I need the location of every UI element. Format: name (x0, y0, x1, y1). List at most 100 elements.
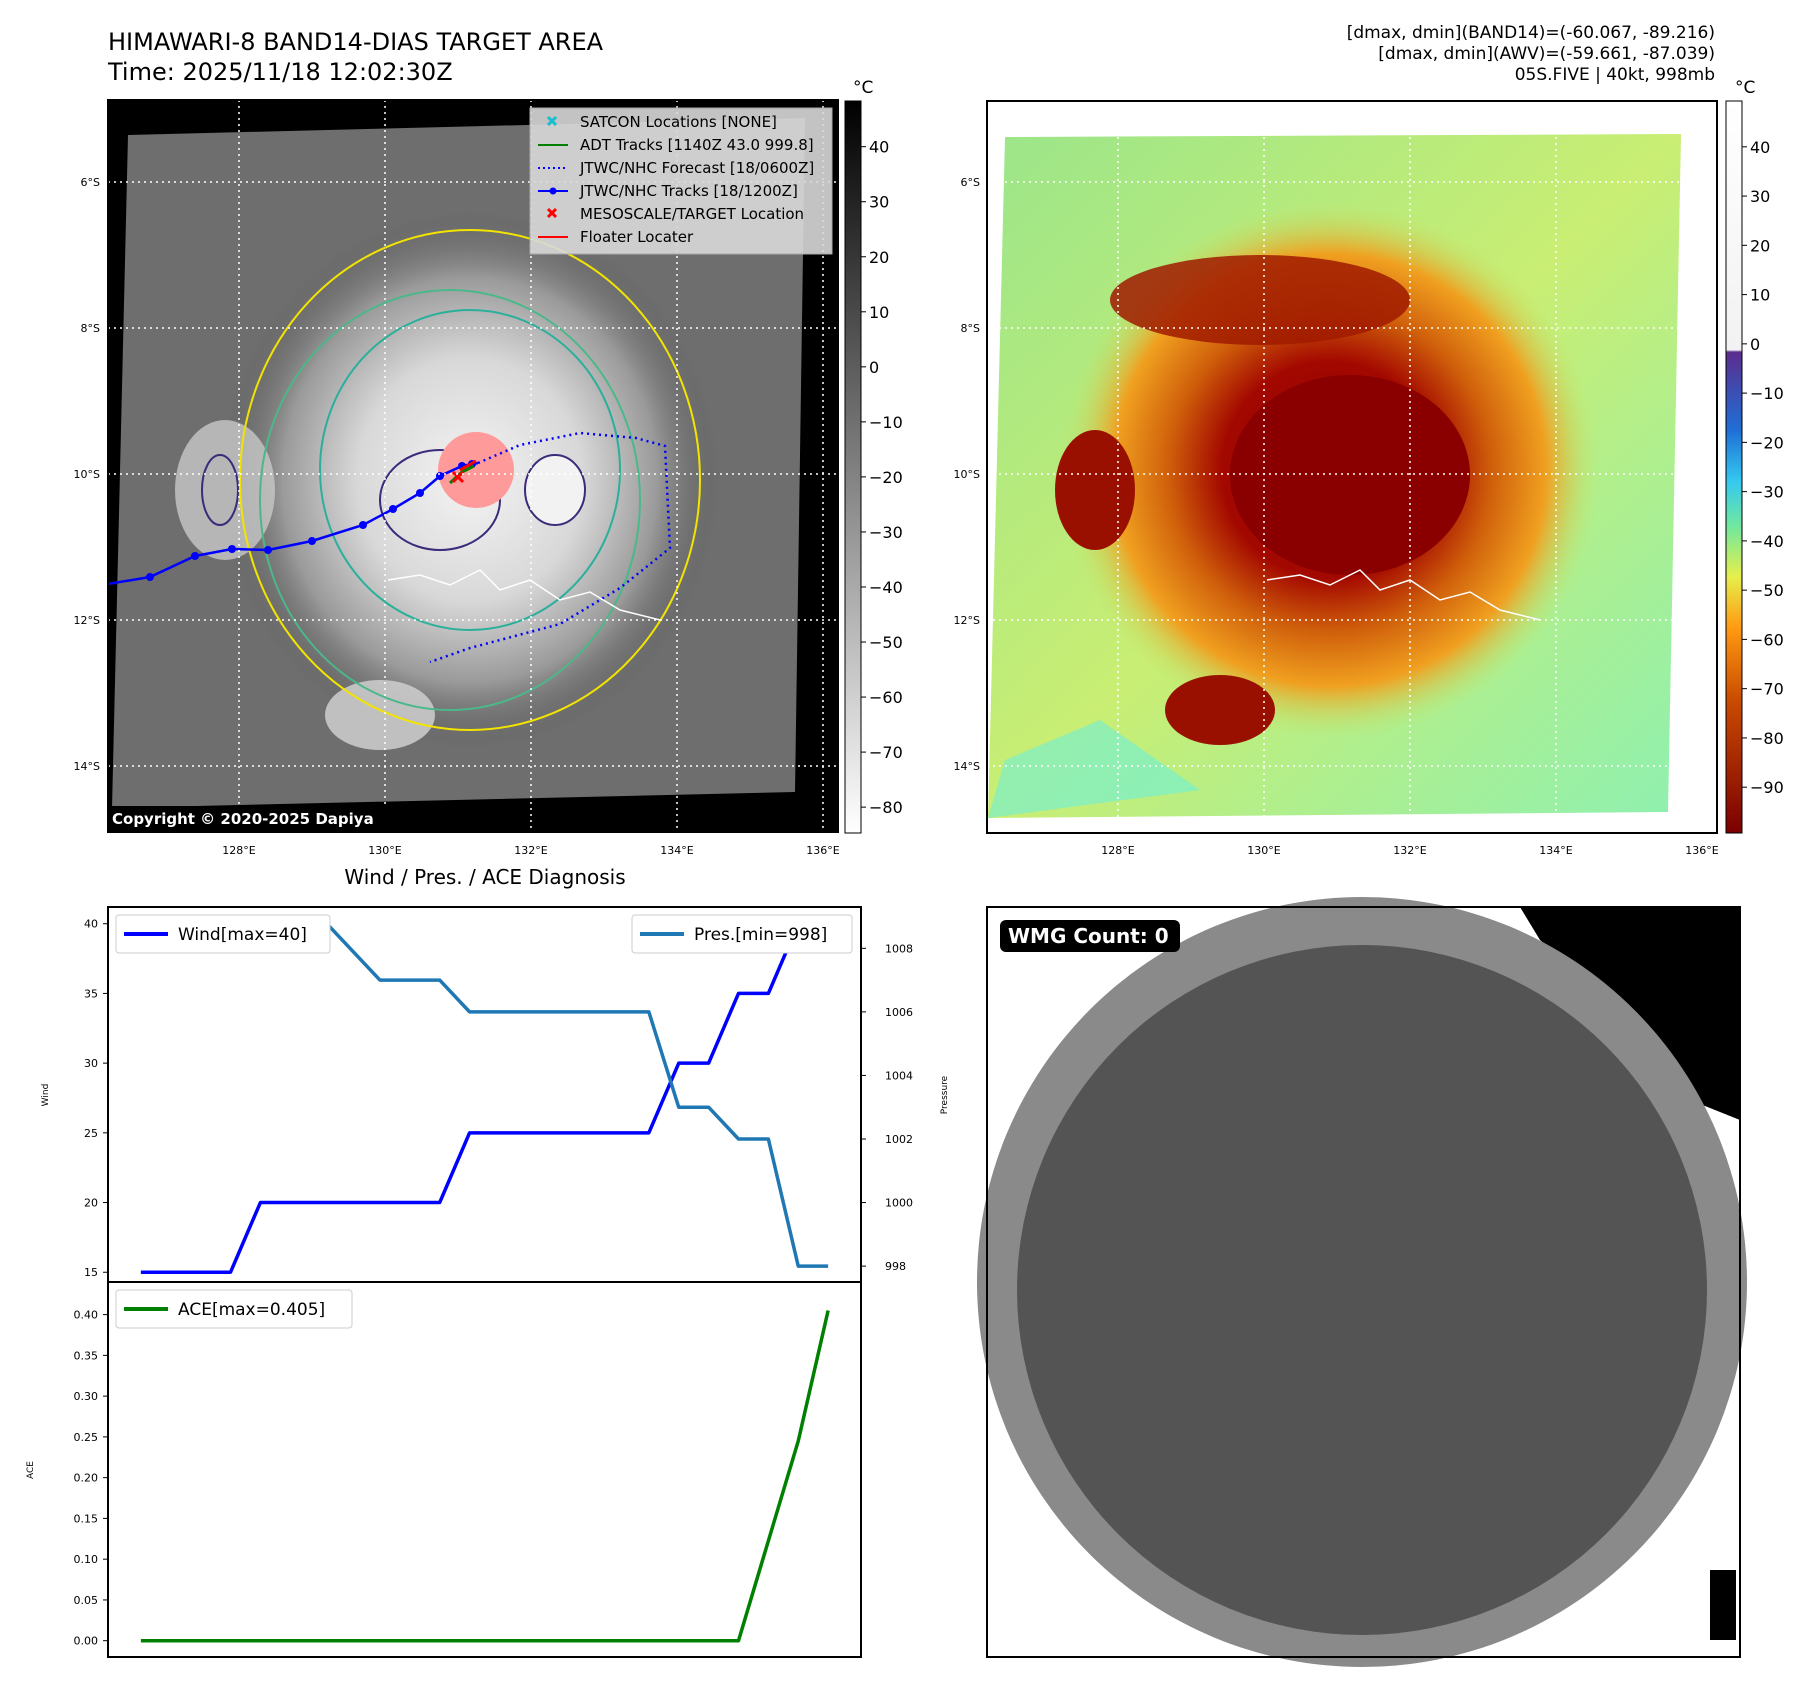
gray-colorbar-tick-label: 40 (869, 138, 889, 157)
color-colorbar-tick-label: −40 (1750, 532, 1784, 551)
stats-line-storm: 05S.FIVE | 40kt, 998mb (1515, 65, 1715, 85)
gray-map-lon-labels: 128°E 130°E 132°E 134°E 136°E (222, 844, 839, 857)
color-colorbar-tick-label: 20 (1750, 236, 1770, 255)
legend-satcon-label: SATCON Locations [NONE] (580, 113, 777, 131)
color-clear-sky (988, 720, 1200, 818)
gray-colorbar-tick-label: −10 (869, 413, 903, 432)
diagnosis-title: Wind / Pres. / ACE Diagnosis (344, 865, 625, 889)
contour-yellow (239, 229, 701, 731)
color-colorbar-tick-label: −10 (1750, 384, 1784, 403)
series-line-pres (140, 914, 829, 1268)
legend-tracks-label: JTWC/NHC Tracks [18/1200Z] (579, 182, 798, 200)
legend-adt-label: ADT Tracks [1140Z 43.0 999.8] (580, 136, 814, 154)
map-legend: SATCON Locations [NONE] ADT Tracks [1140… (529, 107, 833, 255)
color-western-cell (1055, 430, 1135, 550)
ace-plot (140, 1310, 830, 1643)
y-tick-label: 25 (84, 1127, 98, 1140)
y-tick-label: 0.05 (74, 1594, 99, 1607)
contour-green (259, 289, 641, 711)
contour-indigo (379, 449, 501, 551)
wind-plot (140, 914, 829, 1274)
ace-legend-box (115, 1289, 353, 1329)
gray-colorbar-tick-label: −60 (869, 688, 903, 707)
southern-cloud (325, 680, 435, 750)
legend-satcon-marker (546, 115, 558, 127)
gray-colorbar-tick-label: 20 (869, 248, 889, 267)
y-tick-label: 30 (84, 1057, 98, 1070)
pres-legend-label: Pres.[min=998] (694, 925, 827, 945)
series-line-ace (140, 1310, 830, 1643)
gray-colorbar-tick-label: 30 (869, 193, 889, 212)
wind-axis-label: Wind (41, 1084, 51, 1107)
pres-legend: Pres.[min=998] (631, 914, 853, 954)
lat-label-14: 14°S (74, 760, 100, 773)
satellite-time: Time: 2025/11/18 12:02:30Z (107, 58, 453, 86)
contour-teal (319, 309, 621, 631)
satellite-title: HIMAWARI-8 BAND14-DIAS TARGET AREA (108, 28, 604, 56)
c-lon-label-134: 134°E (1539, 844, 1572, 857)
color-colorbar-tick-label: −30 (1750, 483, 1784, 502)
floater-locator-circle (438, 432, 514, 508)
pressure-axis-label: Pressure (940, 1075, 950, 1114)
y2-tick-label: 1004 (885, 1069, 913, 1082)
y-tick-label: 0.25 (74, 1431, 99, 1444)
color-map (986, 100, 1718, 834)
y-tick-label: 0.10 (74, 1553, 99, 1566)
y-tick-label: 0.35 (74, 1349, 99, 1362)
color-southern-cell (1165, 675, 1275, 745)
y-tick-label: 35 (84, 987, 98, 1000)
jtwc-forecast-line (429, 431, 672, 664)
y-tick-label: 0.20 (74, 1472, 99, 1485)
c-lon-label-136: 136°E (1685, 844, 1718, 857)
y-tick-label: 0.15 (74, 1512, 99, 1525)
pres-legend-box (631, 914, 853, 954)
legend-floater-label: Floater Locater (580, 228, 694, 246)
color-map-frame (986, 100, 1718, 834)
western-cloud (175, 420, 275, 560)
y-tick-label: 15 (84, 1266, 98, 1279)
wmg-count-badge (1000, 920, 1180, 952)
c-lat-label-12: 12°S (954, 614, 980, 627)
gray-map-lat-labels: 6°S 8°S 10°S 12°S 14°S (74, 176, 100, 773)
color-colorbar-tick-label: 10 (1750, 286, 1770, 305)
color-coastline (1266, 569, 1541, 621)
color-colorbar-scale (1725, 100, 1743, 834)
y-tick-label: 0.30 (74, 1390, 99, 1403)
lat-label-8: 8°S (81, 322, 100, 335)
color-map-lat-labels: 6°S 8°S 10°S 12°S 14°S (954, 176, 980, 773)
lon-label-128: 128°E (222, 844, 255, 857)
legend-target-marker (546, 207, 558, 219)
legend-forecast-label: JTWC/NHC Forecast [18/0600Z] (579, 159, 814, 177)
wind-plot-frame (107, 906, 862, 1283)
copyright-box (108, 806, 418, 830)
c-lon-label-130: 130°E (1247, 844, 1280, 857)
c-lon-label-132: 132°E (1393, 844, 1426, 857)
gray-colorbar-unit: °C (853, 78, 873, 98)
color-colorbar-tick-label: −20 (1750, 433, 1784, 452)
y2-tick-label: 1000 (885, 1197, 913, 1210)
lat-label-12: 12°S (74, 614, 100, 627)
color-colorbar-tick-label: −90 (1750, 778, 1784, 797)
lon-label-130: 130°E (368, 844, 401, 857)
wmg-panel: WMG Count: 0 (977, 897, 1747, 1667)
lon-label-134: 134°E (660, 844, 693, 857)
gray-colorbar-tick-label: −50 (869, 633, 903, 652)
wmg-black-corner (1710, 1570, 1736, 1640)
stats-line-awv: [dmax, dmin](AWV)=(-59.661, -87.039) (1378, 44, 1715, 64)
y-tick-label: 40 (84, 918, 98, 931)
gray-colorbar-scale (844, 100, 862, 834)
legend-tracks-dot (549, 187, 557, 195)
y-tick-label: 0.40 (74, 1309, 99, 1322)
color-northern-band (1110, 255, 1410, 345)
ace-legend-label: ACE[max=0.405] (178, 1300, 325, 1320)
copyright-text: Copyright © 2020-2025 Dapiya (112, 810, 374, 828)
contour-indigo-east (524, 454, 586, 526)
jtwc-track-line (107, 461, 479, 586)
c-lon-label-128: 128°E (1101, 844, 1134, 857)
color-colorbar-tick-label: −70 (1750, 680, 1784, 699)
stats-line-band14: [dmax, dmin](BAND14)=(-60.067, -89.216) (1347, 23, 1715, 43)
y-tick-label: 20 (84, 1197, 98, 1210)
color-colorbar: °C 40 30 20 10 0 −10 −20 −30 −40 −50 −60 −70 −80 −90 (1725, 78, 1784, 834)
c-lat-label-8: 8°S (961, 322, 980, 335)
